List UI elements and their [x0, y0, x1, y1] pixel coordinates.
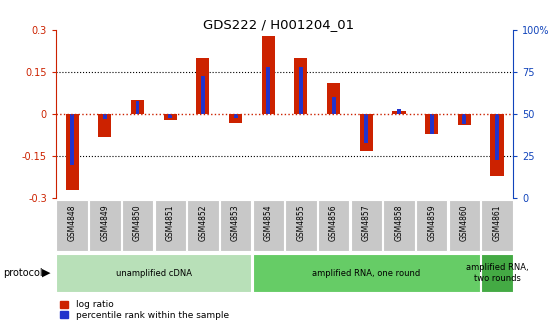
- Bar: [449, 201, 480, 251]
- Legend: log ratio, percentile rank within the sample: log ratio, percentile rank within the sa…: [60, 300, 229, 320]
- Bar: [482, 201, 513, 251]
- Bar: [234, 114, 238, 118]
- Text: GSM4859: GSM4859: [427, 204, 436, 241]
- Text: GSM4856: GSM4856: [329, 204, 338, 241]
- Bar: [136, 101, 140, 114]
- Bar: [122, 201, 153, 251]
- Text: GSM4850: GSM4850: [133, 204, 142, 241]
- Text: GSM4848: GSM4848: [68, 204, 76, 241]
- Bar: [168, 114, 172, 118]
- Bar: [285, 201, 316, 251]
- Bar: [392, 112, 406, 114]
- Text: GSM4857: GSM4857: [362, 204, 371, 241]
- Text: amplified RNA,
two rounds: amplified RNA, two rounds: [466, 263, 528, 283]
- Bar: [229, 114, 242, 123]
- Text: GDS222 / H001204_01: GDS222 / H001204_01: [204, 18, 354, 32]
- Text: amplified RNA, one round: amplified RNA, one round: [312, 268, 420, 278]
- Bar: [397, 109, 401, 114]
- Text: GSM4851: GSM4851: [166, 204, 175, 241]
- Bar: [201, 76, 205, 114]
- Bar: [383, 201, 415, 251]
- Bar: [490, 114, 503, 176]
- Bar: [253, 254, 480, 292]
- Bar: [187, 201, 219, 251]
- Bar: [163, 114, 177, 120]
- Text: unamplified cDNA: unamplified cDNA: [116, 268, 192, 278]
- Bar: [131, 100, 144, 114]
- Text: GSM4855: GSM4855: [296, 204, 305, 241]
- Bar: [416, 201, 448, 251]
- Text: GSM4849: GSM4849: [100, 204, 109, 241]
- Bar: [327, 83, 340, 114]
- Bar: [89, 201, 121, 251]
- Text: GSM4853: GSM4853: [231, 204, 240, 241]
- Bar: [425, 114, 438, 134]
- Bar: [495, 114, 499, 160]
- Bar: [155, 201, 186, 251]
- Bar: [463, 114, 466, 124]
- Bar: [56, 201, 88, 251]
- Bar: [70, 114, 74, 165]
- Bar: [364, 114, 368, 143]
- Bar: [430, 114, 434, 134]
- Bar: [482, 254, 513, 292]
- Text: protocol: protocol: [3, 268, 42, 278]
- Bar: [98, 114, 112, 137]
- Bar: [253, 201, 284, 251]
- Bar: [295, 58, 307, 114]
- Bar: [103, 114, 107, 119]
- Bar: [458, 114, 471, 125]
- Text: GSM4861: GSM4861: [493, 204, 502, 241]
- Bar: [266, 67, 270, 114]
- Text: ▶: ▶: [42, 268, 51, 278]
- Bar: [299, 67, 303, 114]
- Bar: [350, 201, 382, 251]
- Bar: [220, 201, 251, 251]
- Bar: [360, 114, 373, 151]
- Bar: [66, 114, 79, 190]
- Text: GSM4858: GSM4858: [395, 204, 403, 241]
- Text: GSM4854: GSM4854: [264, 204, 273, 241]
- Bar: [262, 36, 275, 114]
- Text: GSM4860: GSM4860: [460, 204, 469, 241]
- Text: GSM4852: GSM4852: [199, 204, 208, 241]
- Bar: [318, 201, 349, 251]
- Bar: [196, 58, 209, 114]
- Bar: [331, 97, 335, 114]
- Bar: [56, 254, 251, 292]
